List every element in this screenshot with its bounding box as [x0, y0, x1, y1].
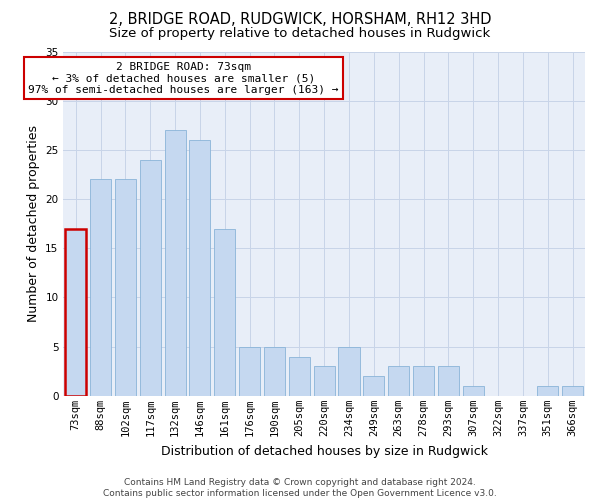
Bar	[388, 366, 409, 396]
Bar	[463, 386, 484, 396]
Bar	[314, 366, 335, 396]
Bar	[115, 180, 136, 396]
Text: 2 BRIDGE ROAD: 73sqm
← 3% of detached houses are smaller (5)
97% of semi-detache: 2 BRIDGE ROAD: 73sqm ← 3% of detached ho…	[28, 62, 338, 95]
Text: 2, BRIDGE ROAD, RUDGWICK, HORSHAM, RH12 3HD: 2, BRIDGE ROAD, RUDGWICK, HORSHAM, RH12 …	[109, 12, 491, 28]
Bar	[438, 366, 459, 396]
X-axis label: Distribution of detached houses by size in Rudgwick: Distribution of detached houses by size …	[161, 444, 488, 458]
Bar	[239, 346, 260, 396]
Bar	[537, 386, 558, 396]
Bar	[338, 346, 359, 396]
Bar	[289, 356, 310, 396]
Bar	[164, 130, 185, 396]
Bar	[413, 366, 434, 396]
Y-axis label: Number of detached properties: Number of detached properties	[26, 125, 40, 322]
Bar	[264, 346, 285, 396]
Text: Size of property relative to detached houses in Rudgwick: Size of property relative to detached ho…	[109, 28, 491, 40]
Bar	[190, 140, 211, 396]
Text: Contains HM Land Registry data © Crown copyright and database right 2024.
Contai: Contains HM Land Registry data © Crown c…	[103, 478, 497, 498]
Bar	[363, 376, 385, 396]
Bar	[562, 386, 583, 396]
Bar	[214, 228, 235, 396]
Bar	[90, 180, 111, 396]
Bar	[140, 160, 161, 396]
Bar	[65, 228, 86, 396]
